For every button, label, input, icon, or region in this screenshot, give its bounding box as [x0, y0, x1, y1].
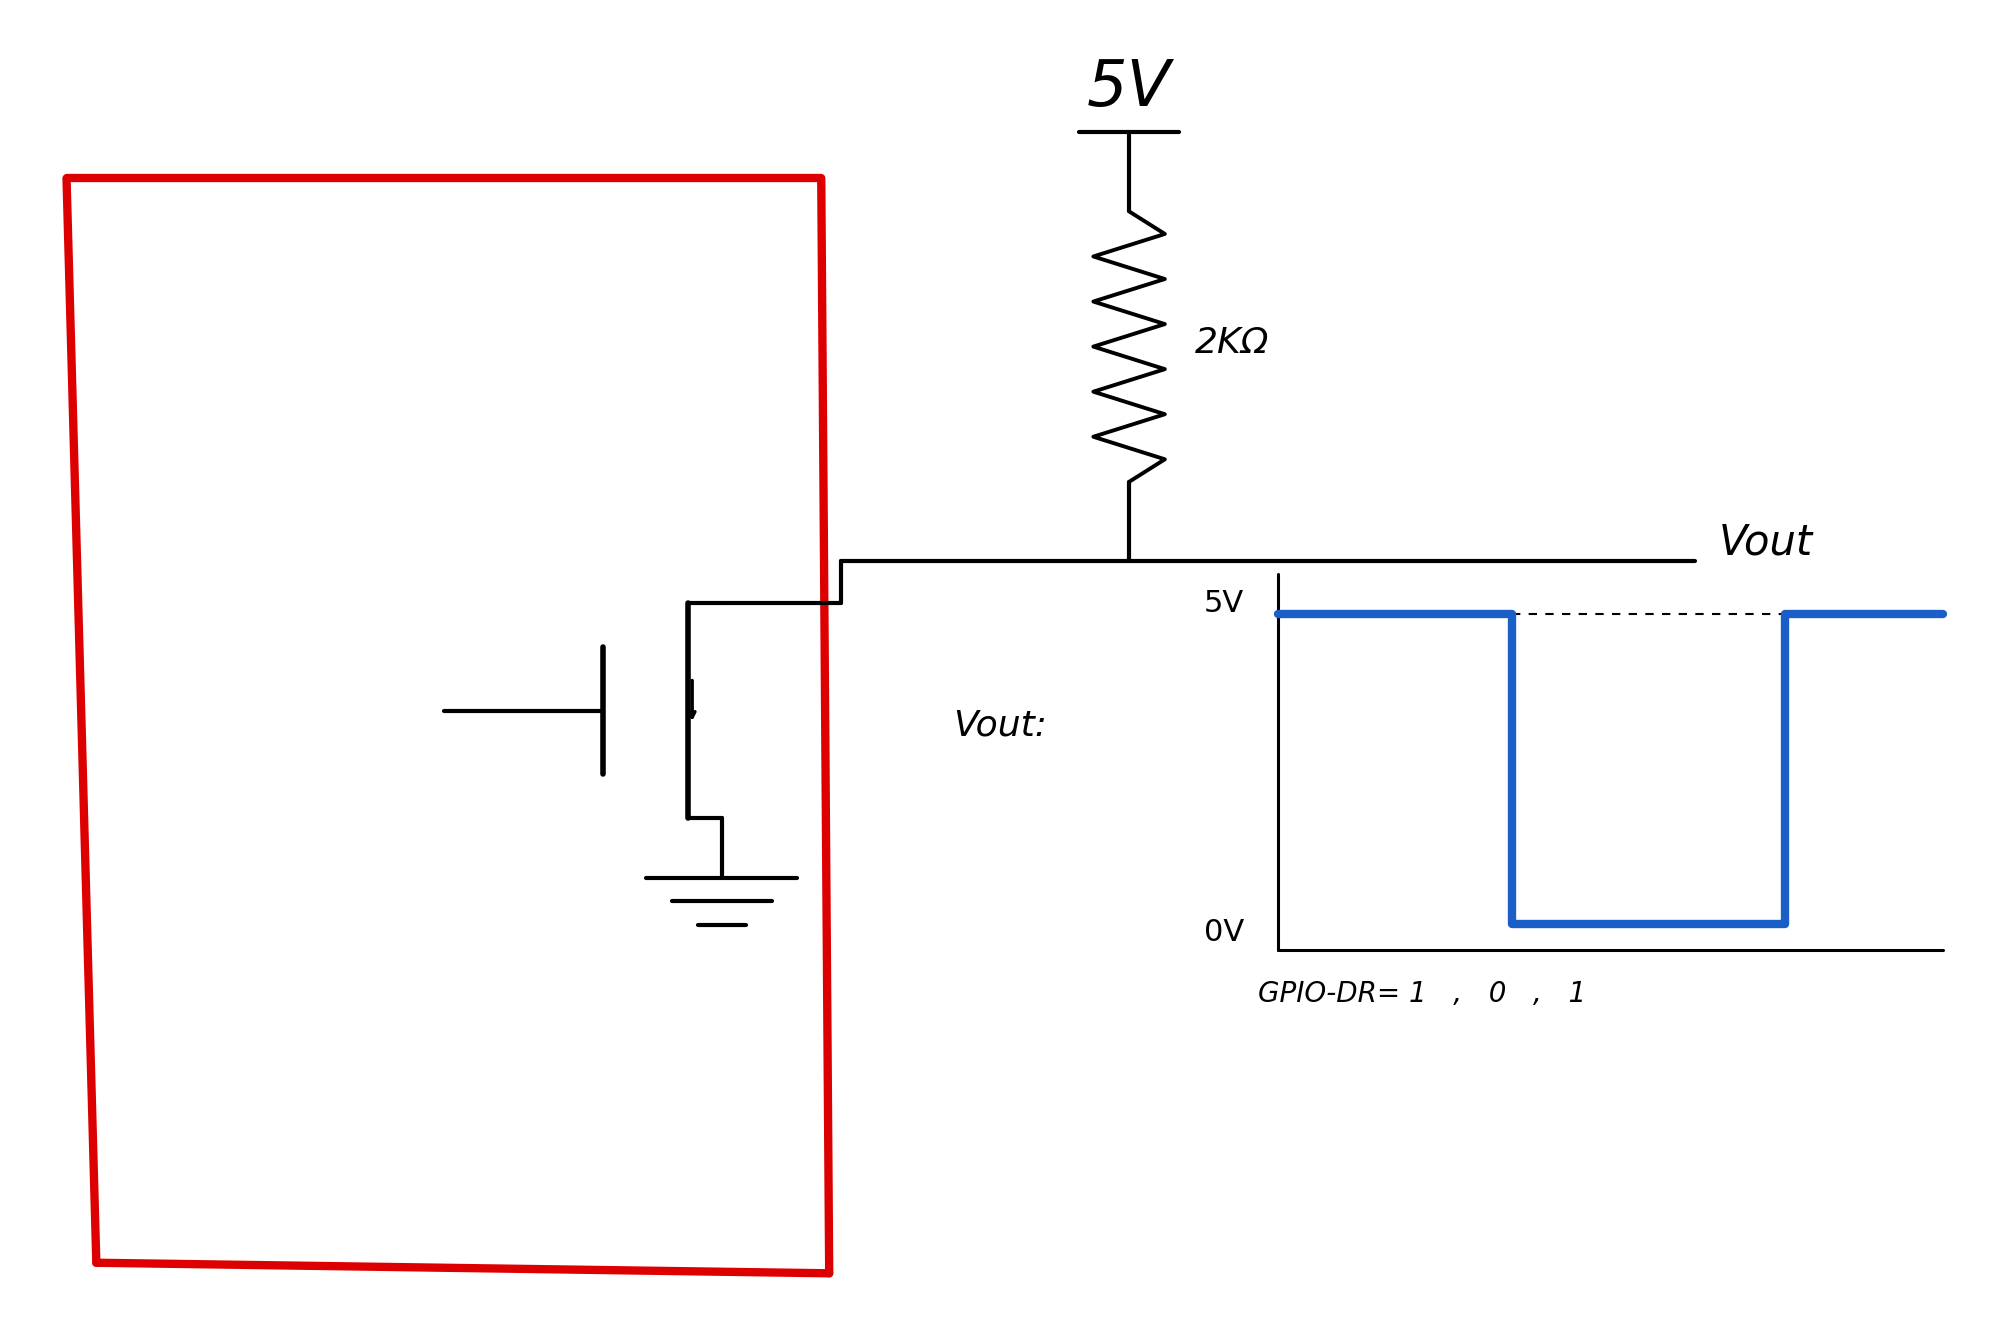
Text: GPIO-DR= 1   ,   0   ,   1: GPIO-DR= 1 , 0 , 1 [1258, 981, 1586, 1009]
Text: 5V: 5V [1086, 57, 1172, 119]
Text: Vout: Vout [1718, 521, 1814, 564]
Text: 2KΩ: 2KΩ [1194, 327, 1270, 360]
Text: 5V: 5V [1204, 589, 1244, 617]
Text: Vout:: Vout: [954, 709, 1046, 742]
Text: 0V: 0V [1204, 918, 1244, 948]
